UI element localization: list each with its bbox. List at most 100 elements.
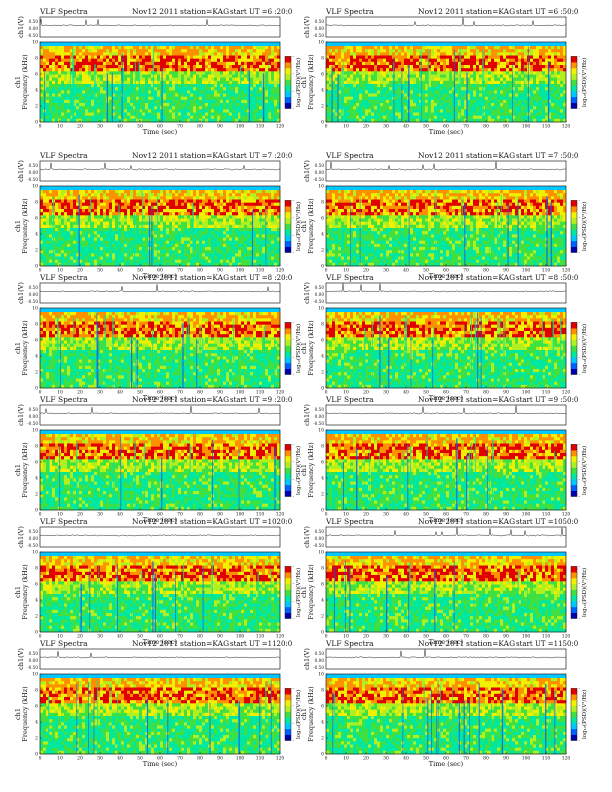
spectrogram-cell: [223, 46, 226, 49]
spectrogram-cell: [121, 62, 124, 65]
spectrogram-cell: [187, 49, 190, 52]
spectrogram-cell: [211, 90, 214, 93]
spectrogram-cell: [94, 59, 97, 62]
spectrogram-cell: [82, 52, 85, 55]
spectrogram-cell: [199, 65, 202, 68]
spectrogram-cell: [241, 84, 244, 87]
spectrogram-cell: [124, 56, 127, 59]
spectrogram-cell: [43, 46, 46, 49]
spectrogram-cell: [40, 78, 43, 81]
spectrogram-cell: [205, 100, 208, 103]
spectrogram-cell: [274, 59, 277, 62]
spectrogram-cell: [118, 65, 121, 68]
spectrogram-cell: [217, 59, 220, 62]
spectrogram-cell: [259, 59, 262, 62]
spectrogram-cell: [220, 75, 223, 78]
spectrogram-cell: [271, 56, 274, 59]
spectrogram-cell: [271, 68, 274, 71]
spectrogram-cell: [235, 52, 238, 55]
spectrogram-cell: [109, 52, 112, 55]
spectrogram-cell: [67, 94, 70, 97]
spectrogram-cell: [100, 62, 103, 65]
spectrogram-cell: [181, 84, 184, 87]
spectrogram-cell: [46, 87, 49, 90]
spectrogram-cell: [193, 46, 196, 49]
spectrogram-cell: [46, 71, 49, 74]
spectrogram-cell: [43, 59, 46, 62]
spectrogram-cell: [253, 46, 256, 49]
spectrogram-cell: [199, 78, 202, 81]
spectrogram-cell: [211, 59, 214, 62]
spectrogram-cell: [100, 49, 103, 52]
spectrogram-cell: [106, 46, 109, 49]
spectrogram-cell: [187, 59, 190, 62]
spectrogram-cell: [157, 100, 160, 103]
spectrogram-cell: [61, 81, 64, 84]
spectrogram-cell: [115, 75, 118, 78]
spectrogram-cell: [115, 59, 118, 62]
spectrogram-cell: [169, 65, 172, 68]
spectrogram-cell: [271, 97, 274, 100]
spectrogram-cell: [223, 97, 226, 100]
spectrogram-cell: [190, 87, 193, 90]
spectrogram-cell: [49, 75, 52, 78]
spectrogram-cell: [154, 100, 157, 103]
spectrogram-cell: [235, 84, 238, 87]
spectrogram-cell: [268, 87, 271, 90]
spectrogram-cell: [79, 75, 82, 78]
spectrogram-cell: [190, 56, 193, 59]
spectrogram-cell: [166, 56, 169, 59]
spectrogram-cell: [46, 81, 49, 84]
spectrogram-cell: [112, 62, 115, 65]
spectrogram-cell: [100, 68, 103, 71]
spectrogram-cell: [241, 90, 244, 93]
spectrogram-cell: [112, 56, 115, 59]
spectrogram-cell: [91, 52, 94, 55]
spectrogram-cell: [103, 65, 106, 68]
spectrogram-cell: [157, 87, 160, 90]
spectrogram-cell: [61, 87, 64, 90]
spectrogram-cell: [250, 49, 253, 52]
ch1-axis-label: ch1(V): [17, 16, 25, 38]
spectrogram-cell: [208, 59, 211, 62]
spectrogram-cell: [127, 90, 130, 93]
spectrogram-cell: [91, 49, 94, 52]
spectrogram-cell: [67, 46, 70, 49]
spectrogram-cell: [55, 97, 58, 100]
spectrogram-cell: [100, 84, 103, 87]
spectrogram-cell: [166, 87, 169, 90]
spectrogram-cell: [112, 46, 115, 49]
spectrogram-cell: [208, 62, 211, 65]
spectrogram-cell: [232, 59, 235, 62]
spectrogram-cell: [178, 84, 181, 87]
spectrogram-cell: [85, 71, 88, 74]
spectrogram-cell: [166, 78, 169, 81]
spectrogram-cell: [232, 87, 235, 90]
spectrogram-cell: [235, 87, 238, 90]
spectrogram-cell: [214, 81, 217, 84]
spectrogram-cell: [205, 46, 208, 49]
spectrogram-cell: [52, 78, 55, 81]
spectrogram-cell: [79, 81, 82, 84]
spectrogram-cell: [175, 75, 178, 78]
spectrogram-cell: [61, 75, 64, 78]
spectrogram-cell: [145, 97, 148, 100]
spectrogram-cell: [100, 94, 103, 97]
spectrogram-cell: [103, 81, 106, 84]
spectrogram-cell: [67, 87, 70, 90]
spectrogram-cell: [166, 84, 169, 87]
spectrogram-cell: [187, 75, 190, 78]
spectrogram-cell: [148, 46, 151, 49]
spectrogram-cell: [187, 94, 190, 97]
spectrogram-cell: [253, 62, 256, 65]
spectrogram-cell: [166, 90, 169, 93]
spectrogram-cell: [223, 90, 226, 93]
spectrogram-cell: [79, 87, 82, 90]
spectrogram-cell: [265, 49, 268, 52]
spectrogram-cell: [229, 87, 232, 90]
spectrogram-cell: [124, 97, 127, 100]
spectrogram-cell: [157, 78, 160, 81]
spectrogram-cell: [52, 59, 55, 62]
spectrogram-cell: [58, 59, 61, 62]
spectrogram-cell: [235, 65, 238, 68]
